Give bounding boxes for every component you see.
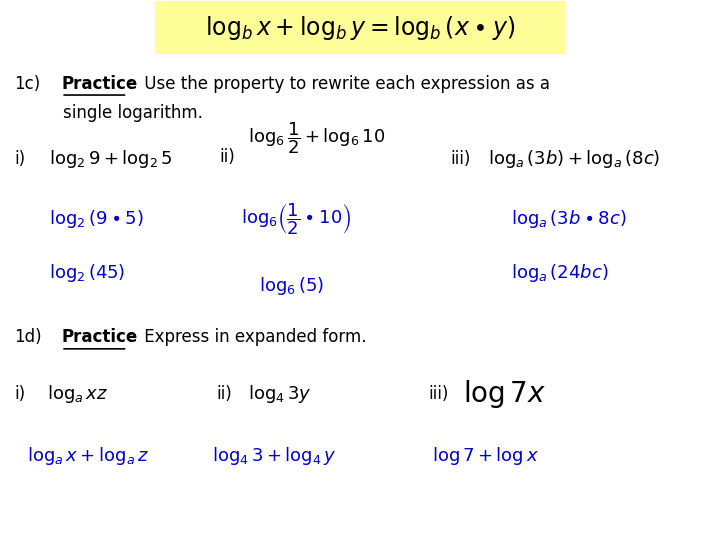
Text: Practice: Practice xyxy=(61,75,138,93)
Text: iii): iii) xyxy=(450,150,470,168)
Text: 1d): 1d) xyxy=(14,328,42,347)
FancyBboxPatch shape xyxy=(155,1,565,54)
Text: $\log_b x + \log_b y = \log_b(x \bullet y)$: $\log_b x + \log_b y = \log_b(x \bullet … xyxy=(205,14,515,42)
Text: $\log_a(24bc)$: $\log_a(24bc)$ xyxy=(511,262,608,284)
Text: ii): ii) xyxy=(216,385,232,403)
Text: $\log_a(3b \bullet 8c)$: $\log_a(3b \bullet 8c)$ xyxy=(511,208,627,230)
Text: Practice: Practice xyxy=(61,328,138,347)
Text: $\log_4 3y$: $\log_4 3y$ xyxy=(248,383,312,405)
Text: $\log_2 9 + \log_2 5$: $\log_2 9 + \log_2 5$ xyxy=(49,148,173,170)
Text: $\log_a x + \log_a z$: $\log_a x + \log_a z$ xyxy=(27,446,150,467)
Text: $\log_2(9 \bullet 5)$: $\log_2(9 \bullet 5)$ xyxy=(49,208,144,230)
Text: :  Express in expanded form.: : Express in expanded form. xyxy=(128,328,366,347)
Text: $\log_6(5)$: $\log_6(5)$ xyxy=(259,275,324,297)
Text: $\log_6 \dfrac{1}{2} + \log_6 10$: $\log_6 \dfrac{1}{2} + \log_6 10$ xyxy=(248,120,386,156)
Text: iii): iii) xyxy=(428,385,449,403)
Text: $\log 7x$: $\log 7x$ xyxy=(463,378,546,410)
Text: $\log_4 3 + \log_4 y$: $\log_4 3 + \log_4 y$ xyxy=(212,446,337,467)
Text: :  Use the property to rewrite each expression as a: : Use the property to rewrite each expre… xyxy=(128,75,550,93)
Text: $\log_a xz$: $\log_a xz$ xyxy=(47,383,108,405)
Text: i): i) xyxy=(14,385,25,403)
Text: $\log_a(3b) + \log_a(8c)$: $\log_a(3b) + \log_a(8c)$ xyxy=(488,148,660,170)
Text: single logarithm.: single logarithm. xyxy=(63,104,203,123)
Text: $\log_2(45)$: $\log_2(45)$ xyxy=(49,262,125,284)
Text: $\log_6\!\left(\dfrac{1}{2} \bullet 10\right)$: $\log_6\!\left(\dfrac{1}{2} \bullet 10\r… xyxy=(241,201,351,237)
Text: ii): ii) xyxy=(220,147,235,166)
Text: i): i) xyxy=(14,150,25,168)
Text: $\log 7 + \log x$: $\log 7 + \log x$ xyxy=(432,446,539,467)
Text: 1c): 1c) xyxy=(14,75,40,93)
